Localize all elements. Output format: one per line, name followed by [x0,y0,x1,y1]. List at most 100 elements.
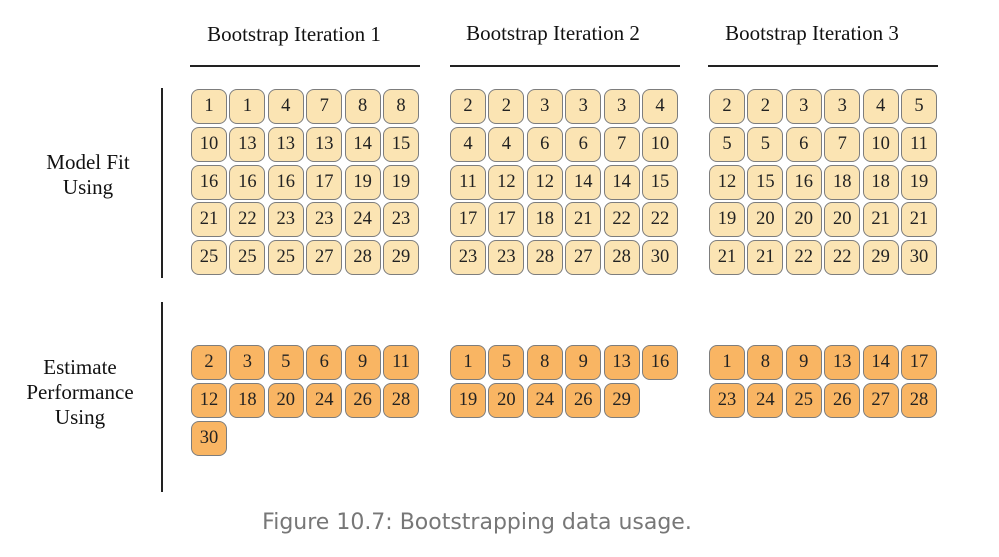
fit-sample-tile: 27 [565,240,602,276]
estimate-performance-label-line-3: Using [54,405,106,429]
fit-sample-tile: 5 [747,126,784,162]
model-fit-label-line-2: Using [62,175,114,199]
fit-sample-tile: 15 [642,164,678,200]
fit-sample-tile: 30 [642,240,678,276]
fit-sample-tile: 8 [383,89,419,124]
holdout-sample-tile: 23 [709,382,745,418]
holdout-sample-tile: 20 [488,382,525,418]
fit-sample-tile: 21 [747,240,784,276]
holdout-sample-tile: 9 [344,345,381,380]
fit-sample-tile: 4 [488,126,525,162]
fit-sample-tile: 20 [747,202,784,238]
fit-sample-tile: 5 [709,126,745,162]
fit-sample-tile: 22 [642,202,678,238]
holdout-sample-tile: 5 [267,345,304,380]
fit-sample-tile: 21 [901,202,937,238]
fit-sample-tile: 8 [344,89,381,124]
fit-sample-tile: 1 [229,89,266,124]
fit-sample-tile: 29 [862,240,899,276]
fit-sample-tile: 3 [785,89,822,124]
fit-sample-tile: 6 [526,126,563,162]
holdout-sample-tile: 9 [565,345,602,380]
holdout-sample-tile: 28 [383,382,419,418]
holdout-sample-tile: 13 [603,345,640,380]
holdout-sample-tile: 1 [709,345,745,380]
fit-sample-tile: 12 [709,164,745,200]
fit-sample-tile: 14 [344,126,381,162]
iteration-3-title: Bootstrap Iteration 3 [725,21,899,45]
fit-sample-tile: 19 [901,164,937,200]
fit-sample-tile: 10 [862,126,899,162]
fit-sample-tile: 10 [642,126,678,162]
figure-caption: Figure 10.7: Bootstrapping data usage. [262,510,692,535]
fit-sample-tile: 17 [450,202,486,238]
iteration-1-rule [190,65,420,67]
iteration-2-title: Bootstrap Iteration 2 [466,21,640,45]
fit-sample-tile: 27 [306,240,343,276]
fit-sample-tile: 21 [565,202,602,238]
fit-sample-tile: 22 [603,202,640,238]
fit-sample-tile: 4 [450,126,486,162]
fit-sample-tile: 23 [450,240,486,276]
fit-sample-tile: 16 [229,164,266,200]
fit-sample-tile: 14 [603,164,640,200]
fit-sample-tile: 16 [785,164,822,200]
fit-sample-tile: 21 [191,202,227,238]
fit-sample-tile: 24 [344,202,381,238]
fit-sample-tile: 15 [383,126,419,162]
fit-sample-tile: 19 [383,164,419,200]
fit-sample-tile: 15 [747,164,784,200]
fit-sample-tile: 12 [488,164,525,200]
holdout-sample-tile: 18 [229,382,266,418]
fit-sample-tile: 19 [709,202,745,238]
fit-sample-tile: 29 [383,240,419,276]
fit-sample-tile: 12 [526,164,563,200]
fit-sample-tile: 2 [450,89,486,124]
estimate-performance-label-line-1: Estimate [43,355,117,379]
fit-sample-tile: 7 [603,126,640,162]
fit-sample-tile: 23 [383,202,419,238]
fit-sample-tile: 16 [191,164,227,200]
holdout-sample-tile: 11 [383,345,419,380]
estimate-performance-label-line-2: Performance [26,380,134,404]
holdout-sample-tile: 9 [785,345,822,380]
fit-sample-tile: 7 [824,126,861,162]
fit-sample-tile: 6 [565,126,602,162]
fit-sample-tile: 5 [901,89,937,124]
holdout-sample-tile: 28 [901,382,937,418]
fit-sample-tile: 10 [191,126,227,162]
fit-sample-tile: 13 [267,126,304,162]
fit-sample-tile: 3 [824,89,861,124]
fit-sample-tile: 14 [565,164,602,200]
fit-sample-tile: 13 [229,126,266,162]
fit-sample-tile: 28 [344,240,381,276]
fit-sample-tile: 4 [862,89,899,124]
fit-sample-tile: 4 [267,89,304,124]
holdout-sample-tile: 29 [603,382,640,418]
estimate-performance-label: Estimate Performance Using [10,355,150,430]
fit-sample-tile: 18 [526,202,563,238]
fit-sample-tile: 16 [267,164,304,200]
fit-sample-tile: 28 [603,240,640,276]
holdout-sample-tile: 25 [785,382,822,418]
fit-sample-tile: 3 [526,89,563,124]
holdout-sample-tile: 30 [191,420,227,456]
iteration-2-rule [450,65,680,67]
fit-sample-tile: 2 [709,89,745,124]
fit-sample-tile: 7 [306,89,343,124]
holdout-sample-tile: 24 [747,382,784,418]
holdout-sample-tile: 1 [450,345,486,380]
fit-sample-tile: 2 [747,89,784,124]
fit-sample-tile: 20 [785,202,822,238]
fit-sample-tile: 23 [488,240,525,276]
holdout-sample-tile: 24 [526,382,563,418]
holdout-sample-tile: 8 [526,345,563,380]
fit-sample-tile: 25 [267,240,304,276]
holdout-sample-tile: 24 [306,382,343,418]
fit-sample-tile: 19 [344,164,381,200]
holdout-sample-tile: 13 [824,345,861,380]
fit-sample-tile: 23 [306,202,343,238]
fit-sample-tile: 22 [824,240,861,276]
holdout-sample-tile: 8 [747,345,784,380]
